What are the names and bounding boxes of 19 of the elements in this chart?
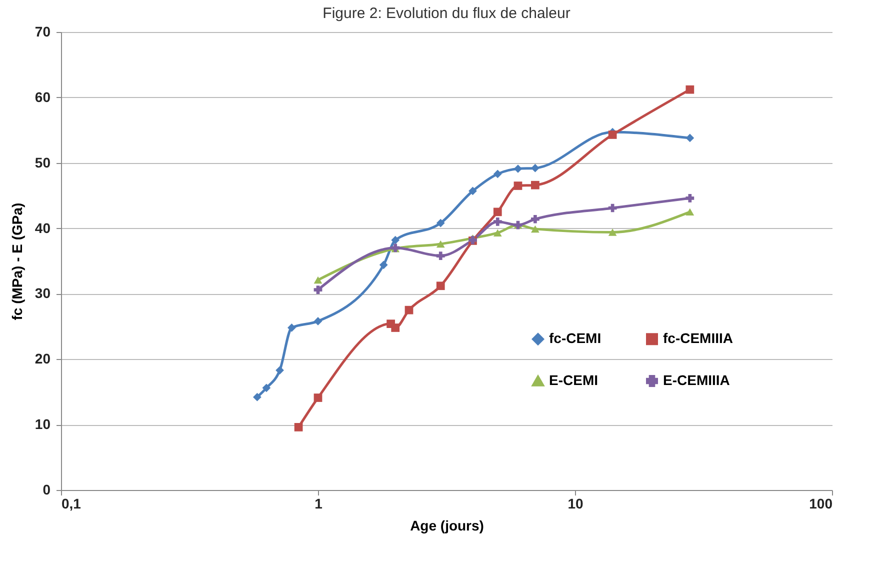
x-tick-label: 100: [809, 496, 833, 512]
y-tick-label: 30: [34, 285, 51, 302]
x-tick-label: 10: [568, 496, 584, 512]
y-tick-label: 20: [34, 350, 51, 367]
x-axis-title: Age (jours): [410, 518, 484, 534]
y-tick-label: 40: [34, 220, 51, 236]
legend-label: fc-CEMIIIA: [663, 330, 733, 346]
legend-label: fc-CEMI: [549, 330, 602, 346]
y-tick-label: 70: [34, 24, 51, 40]
legend-label: E-CEMIIIA: [663, 372, 730, 388]
x-tick-label: 0,1: [62, 496, 82, 512]
chart-title: Figure 2: Evolution du flux de chaleur: [322, 5, 570, 22]
x-tick-label: 1: [314, 496, 323, 512]
y-tick-label: 0: [42, 482, 51, 498]
legend-label: E-CEMI: [549, 372, 598, 388]
y-tick-label: 10: [34, 416, 51, 432]
y-axis-title: fc (MPa) - E (GPa): [8, 202, 25, 320]
y-tick-label: 60: [34, 88, 51, 105]
y-tick-label: 50: [34, 154, 51, 170]
